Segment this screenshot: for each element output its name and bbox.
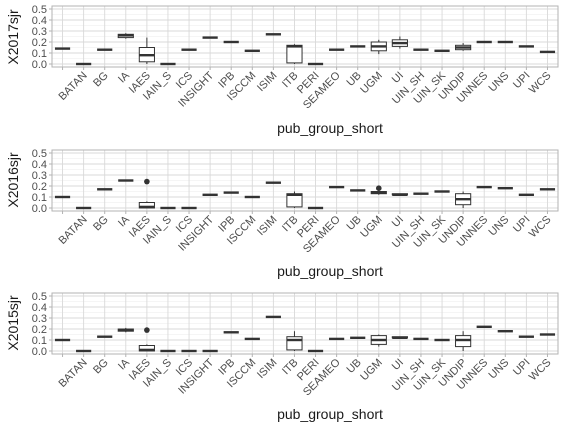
outlier-point	[144, 178, 150, 185]
box-IA	[117, 33, 134, 39]
x-axis-title: pub_group_short	[277, 120, 383, 136]
panel-border	[51, 149, 559, 212]
x-tick-label: UNS	[486, 214, 511, 239]
outlier-point	[375, 185, 382, 191]
x-tick-label: WCS	[527, 214, 554, 241]
box-UGM	[370, 334, 387, 347]
x-tick-label: BG	[91, 357, 111, 377]
x-axis-title: pub_group_short	[277, 263, 383, 279]
box-UNDIP	[455, 43, 472, 51]
x-tick-label: BG	[91, 70, 111, 90]
box-ITB	[286, 191, 303, 208]
x-tick-label: BATAN	[56, 214, 89, 247]
x-tick-label: UGM	[358, 357, 385, 384]
x-tick-label: WCS	[527, 357, 554, 384]
y-tick-label: 0.5	[32, 291, 47, 303]
box-iqr	[286, 336, 303, 351]
box-UI	[391, 36, 408, 49]
box-UNDIP	[455, 331, 472, 351]
box-IA	[117, 327, 134, 333]
box-UGM	[370, 39, 387, 55]
y-tick-label: 0.1	[32, 192, 47, 204]
box-UGM	[370, 185, 387, 195]
x-axis-title: pub_group_short	[277, 406, 383, 422]
x-tick-label: UNS	[486, 357, 511, 382]
box-iqr	[286, 44, 303, 64]
y-axis-title: X2015sjr	[5, 295, 21, 351]
panel-border	[51, 292, 559, 355]
y-tick-label: 0.4	[32, 15, 47, 27]
y-tick-label: 0.2	[32, 324, 47, 336]
y-tick-label: 0.3	[32, 313, 47, 325]
y-tick-label: 0.3	[32, 170, 47, 182]
y-tick-label: 0.5	[32, 148, 47, 160]
x-tick-label: ISIM	[255, 214, 279, 238]
box-IAES	[138, 327, 155, 352]
x-tick-label: ISIM	[255, 357, 279, 381]
x-tick-label: UGM	[358, 214, 385, 241]
y-axis-title: X2016sjr	[5, 152, 21, 208]
y-tick-label: 0.2	[32, 37, 47, 49]
x-tick-label: WCS	[527, 70, 554, 97]
y-tick-label: 0.0	[32, 59, 47, 71]
y-tick-label: 0.4	[32, 302, 47, 314]
y-tick-label: 0.4	[32, 159, 47, 171]
outlier-point	[144, 327, 150, 333]
box-UI	[391, 193, 408, 197]
panel-border	[51, 5, 559, 68]
box-IAES	[138, 37, 155, 64]
y-tick-label: 0.1	[32, 48, 47, 60]
box-IAES	[138, 178, 155, 209]
x-tick-label: UGM	[358, 70, 385, 97]
y-tick-label: 0.3	[32, 26, 47, 38]
y-tick-label: 0.0	[32, 346, 47, 358]
box-UNDIP	[455, 191, 472, 208]
y-tick-label: 0.1	[32, 335, 47, 347]
box-ITB	[286, 331, 303, 351]
x-tick-label: UNS	[486, 70, 511, 95]
box-UI	[391, 336, 408, 339]
x-tick-label: BATAN	[56, 70, 89, 103]
y-tick-label: 0.2	[32, 181, 47, 193]
y-tick-label: 0.5	[32, 4, 47, 16]
box-ITB	[286, 44, 303, 64]
y-tick-label: 0.0	[32, 203, 47, 215]
x-tick-label: BATAN	[56, 357, 89, 390]
x-tick-label: ISIM	[255, 70, 279, 94]
x-tick-label: BG	[91, 214, 111, 234]
y-axis-title: X2017sjr	[5, 9, 21, 65]
